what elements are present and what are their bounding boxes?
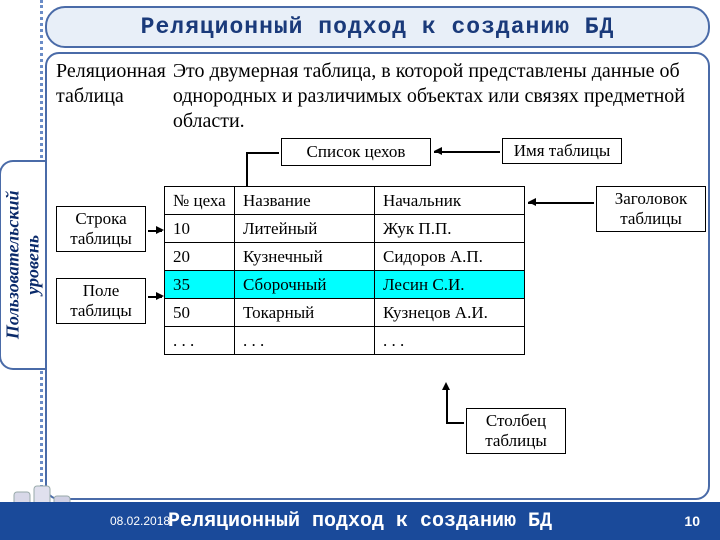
footer-date: 08.02.2018 [110,514,170,528]
slide-title: Реляционный подход к созданию БД [141,14,615,40]
table-row: 10ЛитейныйЖук П.П. [165,215,525,243]
header-band: Реляционный подход к созданию БД [45,6,710,48]
label-header: Заголовоктаблицы [596,186,706,232]
table-row: 20КузнечныйСидоров А.П. [165,243,525,271]
definition-text: Это двумерная таблица, в которой предста… [172,58,700,135]
label-table-name: Имя таблицы [502,138,622,164]
side-tab: Пользовательский уровень [0,160,45,370]
label-field: Полетаблицы [56,278,146,324]
table-header-row: № цеха Название Начальник [165,187,525,215]
data-table: № цеха Название Начальник 10ЛитейныйЖук … [164,186,525,355]
col-header: Название [235,187,375,215]
definition-term: Реляционная [56,60,166,82]
label-row: Строкатаблицы [56,206,146,252]
definition-block: Реляционная таблица Это двумерная таблиц… [55,58,700,135]
footer-title: Реляционный подход к созданию БД [0,510,720,533]
footer-page-number: 10 [684,513,700,529]
footer-band: 08.02.2018 Реляционный подход к созданию… [0,502,720,540]
label-column: Столбецтаблицы [466,408,566,454]
diagram-area: Список цехов Имя таблицы Заголовоктаблиц… [56,138,708,458]
table-row-highlighted: 35СборочныйЛесин С.И. [165,271,525,299]
side-tab-line2: уровень [22,235,42,295]
col-header: № цеха [165,187,235,215]
definition-term2: таблица [56,85,124,107]
col-header: Начальник [375,187,525,215]
table-title-box: Список цехов [281,138,431,166]
table-row-ellipsis: . . .. . .. . . [165,327,525,355]
table-row: 50ТокарныйКузнецов А.И. [165,299,525,327]
side-tab-line1: Пользовательский [2,191,22,340]
